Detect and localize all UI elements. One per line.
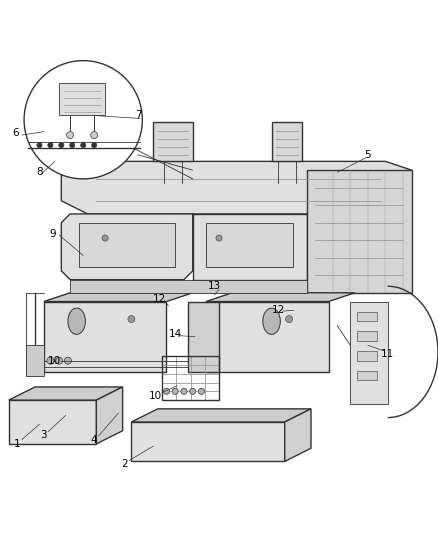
Polygon shape	[285, 409, 311, 462]
Ellipse shape	[68, 308, 85, 334]
Circle shape	[67, 132, 74, 139]
Circle shape	[24, 61, 142, 179]
Ellipse shape	[263, 308, 280, 334]
Text: 11: 11	[381, 349, 394, 359]
Polygon shape	[193, 214, 307, 280]
Polygon shape	[272, 122, 302, 161]
Polygon shape	[206, 302, 328, 372]
Text: 13: 13	[208, 281, 221, 291]
Polygon shape	[206, 223, 293, 266]
Circle shape	[163, 388, 170, 394]
Text: 6: 6	[12, 128, 19, 138]
Polygon shape	[70, 280, 307, 293]
Polygon shape	[26, 345, 44, 376]
Polygon shape	[44, 293, 193, 302]
Text: 10: 10	[48, 356, 61, 366]
FancyBboxPatch shape	[350, 302, 388, 405]
Circle shape	[48, 142, 53, 148]
Text: 14: 14	[169, 329, 182, 340]
Polygon shape	[188, 302, 219, 372]
Text: 7: 7	[134, 110, 141, 120]
FancyBboxPatch shape	[357, 332, 377, 341]
Circle shape	[172, 388, 178, 394]
Polygon shape	[206, 293, 355, 302]
Circle shape	[181, 388, 187, 394]
Circle shape	[64, 357, 71, 364]
Text: 3: 3	[40, 430, 47, 440]
Polygon shape	[44, 302, 166, 372]
Polygon shape	[9, 400, 96, 444]
Circle shape	[216, 235, 222, 241]
Text: 4: 4	[91, 434, 98, 445]
Circle shape	[47, 357, 54, 364]
Circle shape	[190, 388, 196, 394]
Polygon shape	[61, 214, 193, 280]
Circle shape	[56, 357, 63, 364]
Polygon shape	[9, 387, 123, 400]
Text: 5: 5	[364, 150, 371, 160]
Circle shape	[70, 142, 75, 148]
Circle shape	[198, 388, 205, 394]
Polygon shape	[79, 223, 175, 266]
Text: 12: 12	[153, 294, 166, 304]
Text: 8: 8	[36, 167, 43, 177]
Text: 2: 2	[121, 459, 128, 470]
Polygon shape	[153, 122, 193, 161]
Text: 1: 1	[14, 439, 21, 449]
Circle shape	[59, 142, 64, 148]
Polygon shape	[131, 409, 311, 422]
FancyBboxPatch shape	[357, 351, 377, 361]
Circle shape	[37, 142, 42, 148]
Polygon shape	[307, 170, 412, 293]
Circle shape	[128, 316, 135, 322]
FancyBboxPatch shape	[357, 371, 377, 381]
Circle shape	[81, 142, 86, 148]
Text: 9: 9	[49, 229, 56, 239]
Polygon shape	[59, 83, 105, 115]
Circle shape	[102, 235, 108, 241]
Polygon shape	[61, 161, 412, 214]
Circle shape	[92, 142, 97, 148]
Polygon shape	[131, 422, 285, 462]
Polygon shape	[96, 387, 123, 444]
Circle shape	[286, 316, 293, 322]
Text: 10: 10	[149, 391, 162, 401]
FancyBboxPatch shape	[357, 312, 377, 321]
Text: 12: 12	[272, 305, 285, 316]
Circle shape	[91, 132, 98, 139]
